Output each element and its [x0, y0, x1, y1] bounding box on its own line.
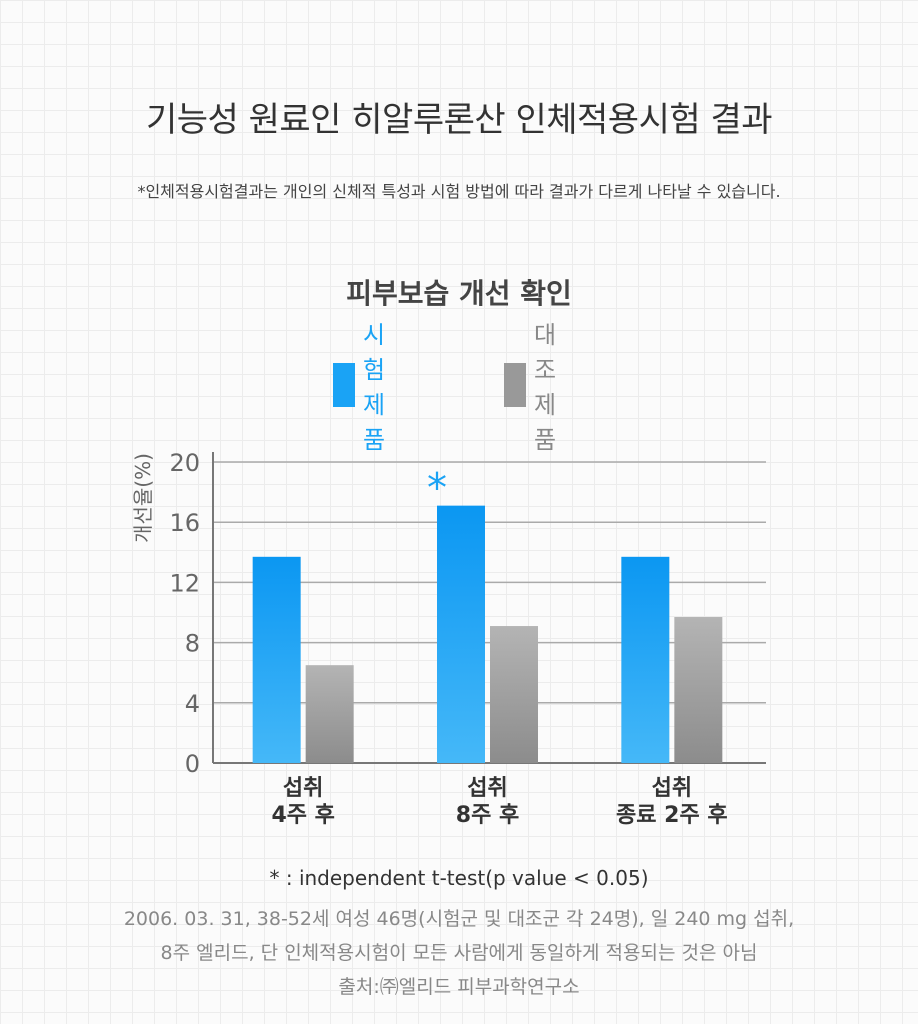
- x-tick-label: 섭취: [652, 776, 692, 801]
- y-tick-label: 16: [169, 509, 200, 537]
- bar-test-product: [252, 556, 301, 763]
- legend-item-control: 대조제품: [504, 321, 578, 454]
- disclaimer-text: *인체적용시험결과는 개인의 신체적 특성과 시험 방법에 따라 결과가 다르게…: [137, 182, 781, 201]
- significance-marker: *: [427, 466, 447, 512]
- significance-footnote: * : independent t-test(p value < 0.05): [269, 866, 649, 890]
- y-tick-labels: 0 4 8 12 16 20: [169, 449, 200, 778]
- x-tick-label: 종료 2주 후: [616, 803, 728, 828]
- y-tick-label: 20: [169, 449, 200, 477]
- y-tick-label: 12: [169, 569, 200, 597]
- legend-swatch-control: [504, 363, 526, 407]
- bar-control-product: [674, 617, 723, 763]
- bar-control-product: [305, 665, 354, 763]
- legend-label-control: 대조제품: [533, 321, 557, 454]
- bar-control-product: [490, 626, 538, 763]
- bar-test-product: [437, 505, 485, 763]
- page-title: 기능성 원료인 히알루론산 인체적용시험 결과: [145, 100, 773, 140]
- y-tick-label: 4: [185, 690, 200, 718]
- y-tick-label: 8: [185, 630, 200, 658]
- x-tick-label: 4주 후: [271, 803, 334, 828]
- x-tick-label: 섭취: [283, 776, 323, 801]
- x-tick-label: 섭취: [467, 776, 507, 801]
- source-line-3: 출처:㈜엘리드 피부과학연구소: [338, 976, 580, 998]
- chart-title: 피부보습 개선 확인: [346, 277, 572, 310]
- grid-lines: [212, 452, 766, 764]
- x-tick-label: 8주 후: [456, 803, 519, 828]
- legend-item-test: 시험제품: [333, 321, 407, 454]
- legend-label-test: 시험제품: [362, 321, 386, 454]
- source-line-2: 8주 엘리드, 단 인체적용시험이 모든 사람에게 동일하게 적용되는 것은 아…: [160, 942, 758, 964]
- y-tick-label: 0: [185, 750, 200, 778]
- bar-test-product: [621, 556, 670, 763]
- legend-swatch-test: [333, 363, 355, 407]
- bars: [252, 505, 723, 763]
- annotations: *: [427, 466, 447, 512]
- source-line-1: 2006. 03. 31, 38-52세 여성 46명(시험군 및 대조군 각 …: [123, 908, 795, 930]
- y-axis-label: 개선율(%): [131, 453, 155, 543]
